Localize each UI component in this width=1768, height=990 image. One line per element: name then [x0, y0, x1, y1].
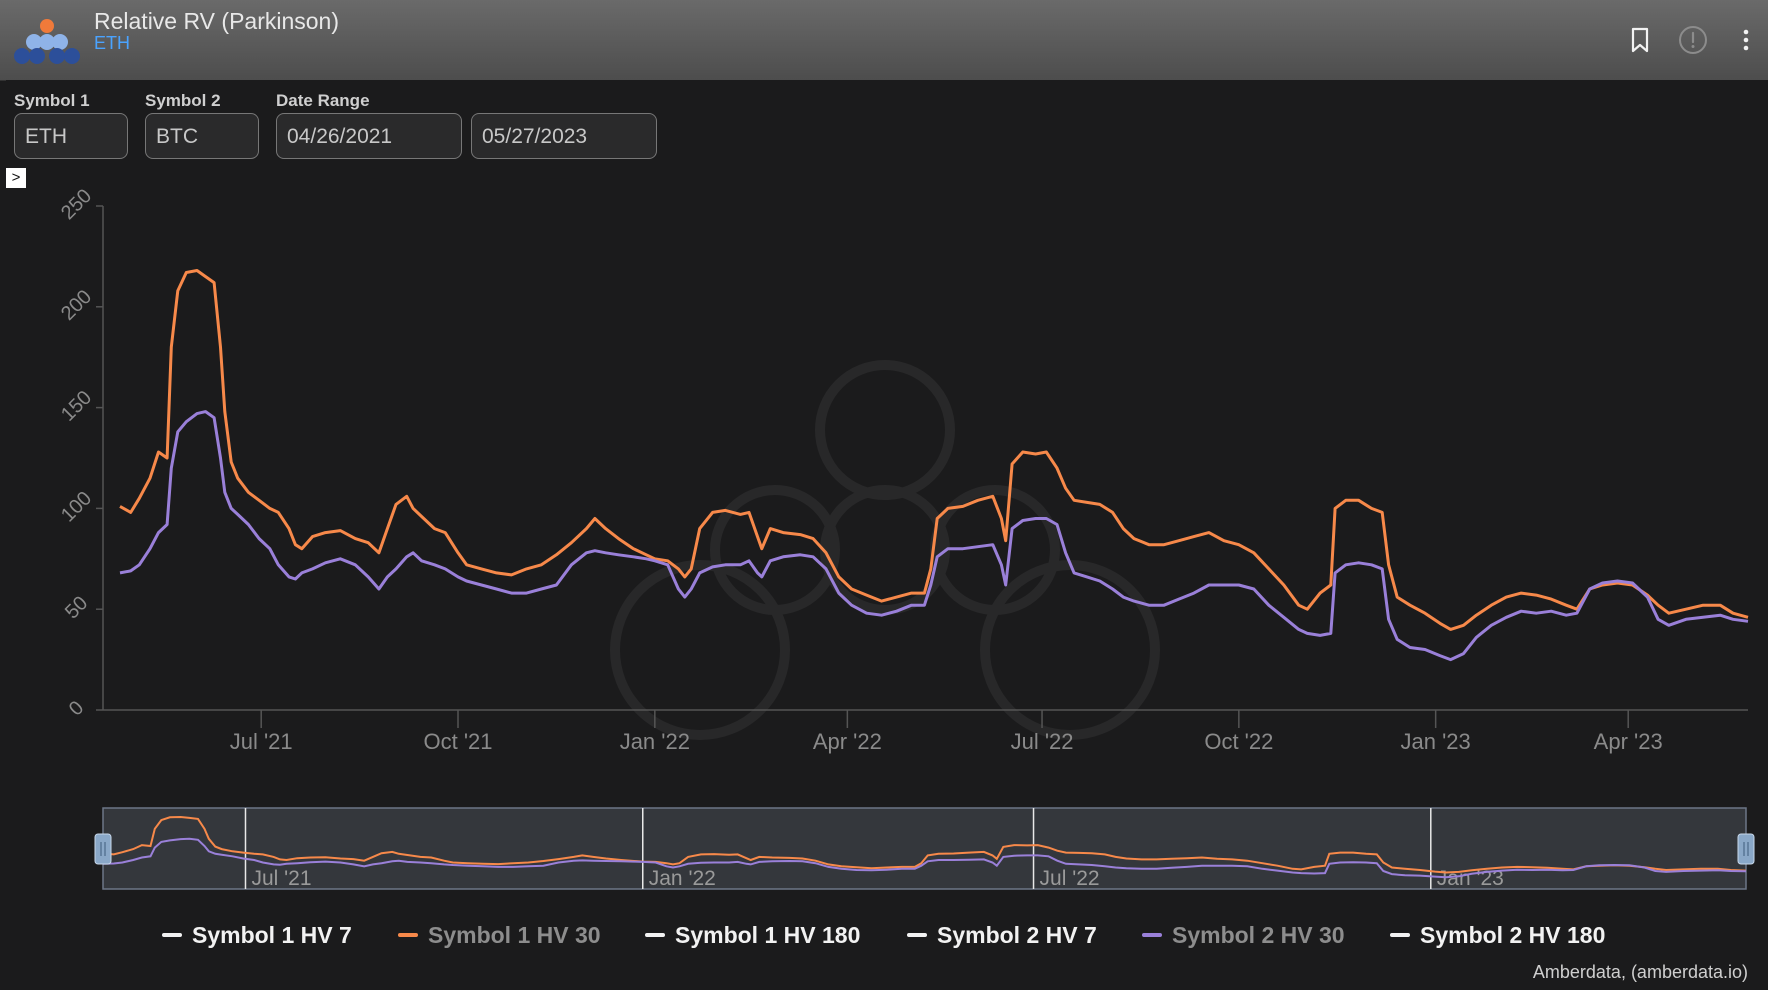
- x-tick-label: Oct '21: [424, 729, 493, 754]
- more-vertical-icon[interactable]: [1730, 24, 1762, 56]
- symbol1-input[interactable]: ETH: [14, 113, 128, 159]
- x-tick-label: Jan '22: [620, 729, 690, 754]
- legend-label: Symbol 2 HV 30: [1172, 922, 1345, 948]
- legend-swatch: [1390, 932, 1410, 937]
- x-tick-label: Apr '23: [1594, 729, 1663, 754]
- y-tick-label: 100: [57, 487, 96, 526]
- navigator-tick-label: Jul '22: [1040, 867, 1100, 890]
- sidebar-toggle-button[interactable]: >: [6, 168, 26, 188]
- navigator-left-handle[interactable]: [94, 833, 112, 865]
- y-tick-label: 250: [57, 185, 96, 224]
- legend-label: Symbol 2 HV 7: [937, 922, 1097, 948]
- bookmark-icon[interactable]: [1624, 24, 1656, 56]
- navigator-right-handle[interactable]: [1737, 833, 1755, 865]
- symbol1-label: Symbol 1: [14, 91, 90, 110]
- chart-credit: Amberdata, (amberdata.io): [1532, 962, 1748, 982]
- x-tick-label: Apr '22: [813, 729, 882, 754]
- y-tick-label: 50: [61, 592, 92, 623]
- legend-swatch: [398, 932, 418, 937]
- y-tick-label: 200: [57, 286, 96, 325]
- legend-item[interactable]: Symbol 1 HV 180: [645, 922, 860, 949]
- info-circle-icon[interactable]: [1677, 24, 1709, 56]
- legend-item[interactable]: Symbol 2 HV 7: [907, 922, 1097, 949]
- widget-title: Relative RV (Parkinson): [94, 8, 340, 34]
- navigator-series-line: [102, 815, 1747, 874]
- date-range-label: Date Range: [276, 91, 370, 110]
- legend-swatch: [645, 932, 665, 937]
- range-navigator[interactable]: Jul '21 Jan '22 Jul '22 Jan '23: [94, 807, 1755, 890]
- date-start-input[interactable]: 04/26/2021: [276, 113, 462, 159]
- symbol2-input[interactable]: BTC: [145, 113, 259, 159]
- date-end-input[interactable]: 05/27/2023: [471, 113, 657, 159]
- legend-swatch: [907, 932, 927, 937]
- x-tick-label: Jul '21: [230, 729, 293, 754]
- widget-header: Relative RV (Parkinson) ETH: [0, 0, 1768, 81]
- volatility-chart: 0 50 100 150 200 250 Jul '21 Oct '21 Jan '22 Apr …: [57, 185, 1755, 890]
- x-tick-label: Jul '22: [1011, 729, 1074, 754]
- chart-legend: Symbol 1 HV 7 Symbol 1 HV 30 Symbol 1 HV 1…: [0, 922, 1768, 952]
- series-line-symbol-1-hv-30: [119, 269, 1749, 631]
- symbol2-label: Symbol 2: [145, 91, 221, 110]
- legend-item[interactable]: Symbol 1 HV 7: [162, 922, 352, 949]
- widget-subtitle: ETH: [94, 33, 130, 53]
- legend-item[interactable]: Symbol 1 HV 30: [398, 922, 601, 949]
- amberdata-logo-icon: [14, 19, 80, 64]
- navigator-tick-label: Jan '22: [649, 867, 716, 890]
- x-tick-label: Jan '23: [1401, 729, 1471, 754]
- chart-axes: 0 50 100 150 200 250 Jul '21 Oct '21 Jan '22 Apr …: [57, 185, 1748, 754]
- y-tick-label: 150: [57, 387, 96, 426]
- x-tick-label: Oct '22: [1204, 729, 1273, 754]
- navigator-series-line: [102, 837, 1747, 879]
- legend-label: Symbol 1 HV 30: [428, 922, 601, 948]
- legend-label: Symbol 1 HV 180: [675, 922, 861, 948]
- series-line-symbol-2-hv-30: [119, 410, 1749, 662]
- legend-swatch: [162, 932, 182, 937]
- legend-item[interactable]: Symbol 2 HV 180: [1390, 922, 1605, 949]
- legend-item[interactable]: Symbol 2 HV 30: [1142, 922, 1345, 949]
- legend-label: Symbol 2 HV 180: [1420, 922, 1606, 948]
- navigator-tick-label: Jul '21: [251, 867, 311, 890]
- legend-label: Symbol 1 HV 7: [192, 922, 352, 948]
- chart-series: [119, 269, 1749, 662]
- legend-swatch: [1142, 932, 1162, 937]
- y-tick-label: 0: [65, 697, 88, 720]
